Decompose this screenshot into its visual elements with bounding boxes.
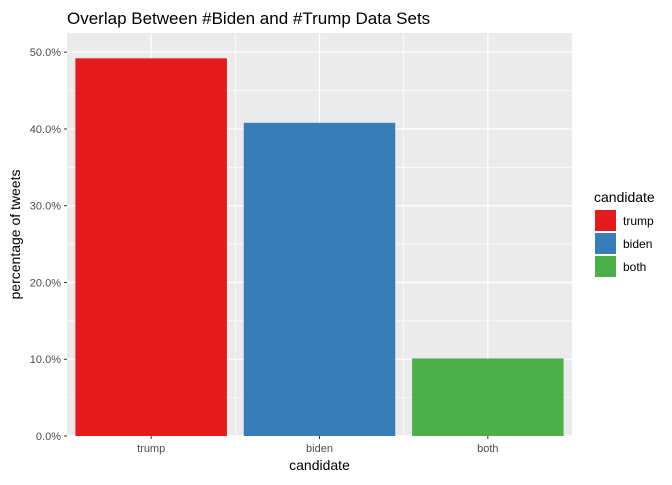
y-axis: 0.0% 10.0% 20.0% 30.0% 40.0% 50.0% <box>30 47 67 443</box>
legend-swatch-both <box>595 256 616 277</box>
bar-biden <box>243 122 396 436</box>
legend-items: trump biden both <box>595 210 654 277</box>
x-tick-label: trump <box>137 443 165 455</box>
y-tick-label: 40.0% <box>30 124 61 136</box>
bar-trump <box>75 58 227 437</box>
legend-label: both <box>623 260 646 274</box>
x-axis: trump biden both <box>137 436 499 455</box>
y-tick-label: 20.0% <box>30 277 61 289</box>
y-axis-title: percentage of tweets <box>7 170 23 300</box>
y-tick-label: 50.0% <box>30 47 61 59</box>
y-tick-label: 30.0% <box>30 201 61 213</box>
bar-both <box>412 358 564 436</box>
x-axis-title: candidate <box>289 457 350 473</box>
bars <box>75 58 564 437</box>
legend-title: candidate <box>594 189 655 205</box>
legend-label: trump <box>623 214 654 228</box>
legend-label: biden <box>623 237 652 251</box>
legend-swatch-biden <box>595 233 616 254</box>
y-tick-label: 10.0% <box>30 354 61 366</box>
legend-swatch-trump <box>595 210 616 231</box>
x-tick-label: both <box>477 443 498 455</box>
legend: candidate trump biden both <box>594 189 655 277</box>
chart-title: Overlap Between #Biden and #Trump Data S… <box>67 9 430 28</box>
y-tick-label: 0.0% <box>36 431 61 443</box>
x-tick-label: biden <box>306 443 333 455</box>
